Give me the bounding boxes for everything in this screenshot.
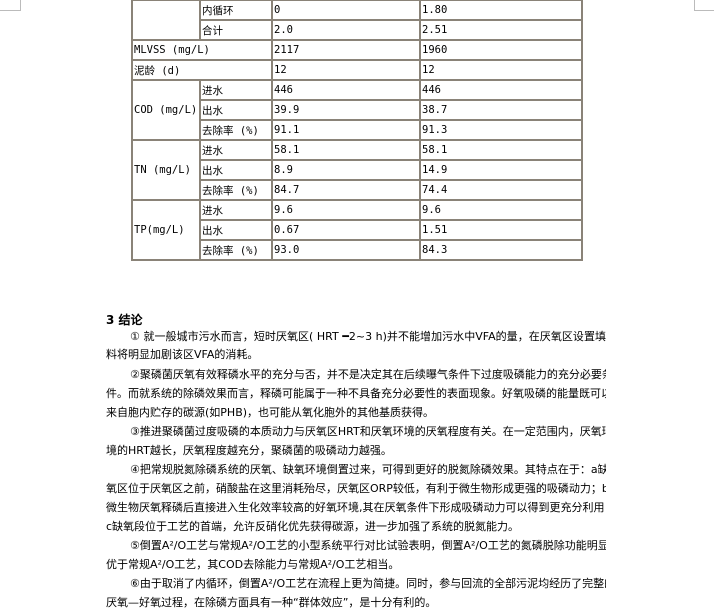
text-line: ③推进聚磷菌过度吸磷的本质动力与厌氧区HRT和厌氧环境的厌氧程度有关。在一定范围… [130, 425, 606, 438]
text-line: ②聚磷菌厌氧有效释磷水平的充分与否，并不是决定其在后续曝气条件下过度吸磷能力的充… [130, 368, 606, 381]
table-cell: 12 [419, 59, 583, 81]
table-cell: 1.80 [419, 0, 583, 21]
table-cell: MLVSS (mg/L) [131, 39, 273, 61]
table-cell: 58.1 [419, 139, 583, 161]
table-cell: 9.6 [271, 199, 421, 221]
table-cell: 2.0 [271, 19, 421, 41]
table-cell: 2117 [271, 39, 421, 61]
table-cell: 出水 [199, 219, 273, 241]
text-line: ⑥由于取消了内循环，倒置A²/O工艺在流程上更为简捷。同时，参与回流的全部污泥均… [130, 577, 606, 590]
text-line: c缺氧段位于工艺的首端，允许反硝化优先获得碳源，进一步加强了系统的脱氮能力。 [106, 520, 520, 533]
table-cell: 1960 [419, 39, 583, 61]
table-cell: 84.3 [419, 239, 583, 261]
text-line: 料将明显加剧该区VFA的消耗。 [106, 348, 259, 361]
text-line: 氧区位于厌氧区之前，硝酸盐在这里消耗殆尽，厌氧区ORP较低，有利于微生物形成更强… [106, 482, 606, 495]
table-cell: 0.67 [271, 219, 421, 241]
table-cell: 91.1 [271, 119, 421, 141]
table-cell: 14.9 [419, 159, 583, 181]
text-line: ① 就一般城市污水而言，短时厌氧区( HRT ━2~3 h)并不能增加污水中VF… [130, 330, 606, 343]
results-table: 内循环 0 1.80 合计 2.0 2.51 MLVSS (mg/L) 2117 1960 … [131, 0, 583, 261]
table-cell: 泥龄 (d) [131, 59, 273, 81]
text-line: 境的HRT越长，厌氧程度越充分，聚磷菌的吸磷动力越强。 [106, 444, 392, 457]
table-cell: TN (mg/L) [131, 139, 201, 201]
text-line: 来自胞内贮存的碳源(如PHB)，也可能从氧化胞外的其他基质获得。 [106, 406, 435, 419]
table-cell: 内循环 [199, 0, 273, 21]
table-cell: 进水 [199, 139, 273, 161]
page-corner-mark [694, 0, 714, 11]
table-cell: 446 [419, 79, 583, 101]
table-cell: 38.7 [419, 99, 583, 121]
table-cell: TP(mg/L) [131, 199, 201, 261]
table-cell [131, 0, 201, 41]
text-line: 优于常规A²/O工艺，其COD去除能力与常规A²/O工艺相当。 [106, 558, 400, 571]
table-cell: 出水 [199, 99, 273, 121]
table-cell: 0 [271, 0, 421, 21]
text-line: ⑤倒置A²/O工艺与常规A²/O工艺的小型系统平行对比试验表明，倒置A²/O工艺… [130, 539, 606, 552]
table-cell: 8.9 [271, 159, 421, 181]
table-cell: 合计 [199, 19, 273, 41]
table-cell: 93.0 [271, 239, 421, 261]
table-cell: COD (mg/L) [131, 79, 201, 141]
table-cell: 进水 [199, 199, 273, 221]
text-line: 厌氧—好氧过程，在除磷方面具有一种“群体效应”，是十分有利的。 [106, 596, 437, 609]
table-cell: 去除率 (%) [199, 119, 273, 141]
table-cell: 12 [271, 59, 421, 81]
table-cell: 1.51 [419, 219, 583, 241]
text-line: 件。而就系统的除磷效果而言，释磷可能属于一种不具备充分必要性的表面现象。好氧吸磷… [106, 387, 606, 400]
table-cell: 去除率 (%) [199, 239, 273, 261]
table-cell: 进水 [199, 79, 273, 101]
table-cell: 出水 [199, 159, 273, 181]
table-cell: 去除率 (%) [199, 179, 273, 201]
table-cell: 91.3 [419, 119, 583, 141]
section-heading: 3 结论 [106, 313, 143, 327]
page-corner-mark [0, 0, 21, 11]
table-cell: 39.9 [271, 99, 421, 121]
table-cell: 58.1 [271, 139, 421, 161]
text-line: ④把常规脱氮除磷系统的厌氧、缺氧环境倒置过来，可得到更好的脱氮除磷效果。其特点在… [130, 463, 606, 476]
table-cell: 9.6 [419, 199, 583, 221]
text-line: 微生物厌氧释磷后直接进入生化效率较高的好氧环境,其在厌氧条件下形成吸磷动力可以得… [106, 501, 606, 514]
table-cell: 74.4 [419, 179, 583, 201]
table-cell: 84.7 [271, 179, 421, 201]
table-cell: 446 [271, 79, 421, 101]
table-cell: 2.51 [419, 19, 583, 41]
